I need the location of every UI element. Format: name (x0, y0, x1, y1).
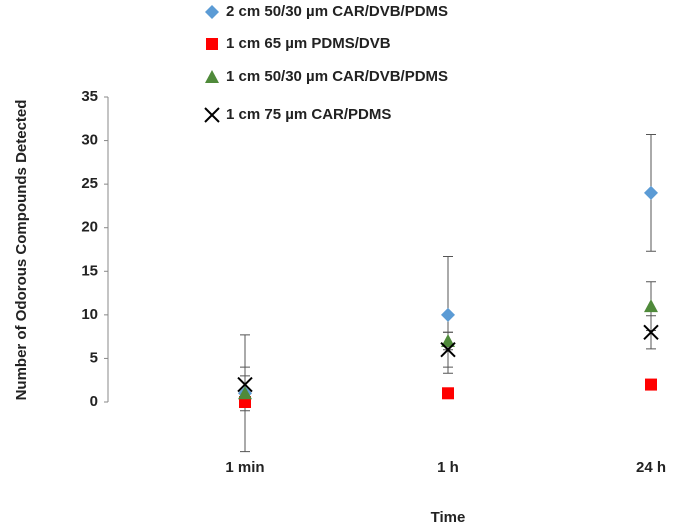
legend-label: 1 cm 65 µm PDMS/DVB (226, 35, 391, 52)
square-marker (442, 387, 454, 400)
y-tick-label: 25 (81, 175, 98, 192)
legend-label: 1 cm 50/30 µm CAR/DVB/PDMS (226, 68, 448, 85)
x-axis-label: Time (431, 509, 466, 526)
x-marker (237, 376, 253, 393)
triangle-marker (644, 299, 658, 313)
legend-label: 2 cm 50/30 µm CAR/DVB/PDMS (226, 3, 448, 20)
y-tick-label: 10 (81, 306, 98, 323)
x-tick-label: 1 min (225, 459, 264, 476)
triangle-marker (441, 334, 455, 347)
y-tick-label: 15 (81, 262, 98, 279)
y-tick-label: 0 (90, 393, 98, 410)
square-marker (645, 378, 657, 391)
legend-entry: 2 cm 50/30 µm CAR/DVB/PDMS (205, 3, 448, 20)
x-marker (643, 324, 659, 340)
legend-entry: 1 cm 50/30 µm CAR/DVB/PDMS (205, 68, 448, 85)
x-marker (204, 107, 220, 123)
x-marker (440, 342, 456, 358)
legend-label: 1 cm 75 µm CAR/PDMS (226, 106, 391, 123)
y-tick-label: 30 (81, 132, 98, 149)
square-marker (206, 38, 218, 50)
diamond-marker (644, 185, 658, 200)
x-tick-label: 24 h (636, 459, 666, 476)
diamond-marker (441, 307, 455, 322)
triangle-marker (238, 386, 252, 400)
y-axis-label: Number of Odorous Compounds Detected (13, 100, 30, 401)
y-tick-label: 5 (90, 349, 98, 366)
legend-entry: 1 cm 75 µm CAR/PDMS (204, 106, 391, 123)
x-tick-label: 1 h (437, 459, 459, 476)
y-tick-label: 35 (81, 88, 98, 105)
diamond-marker (205, 5, 219, 19)
triangle-marker (205, 70, 219, 83)
legend-entry: 1 cm 65 µm PDMS/DVB (206, 35, 391, 52)
y-tick-label: 20 (81, 219, 98, 236)
